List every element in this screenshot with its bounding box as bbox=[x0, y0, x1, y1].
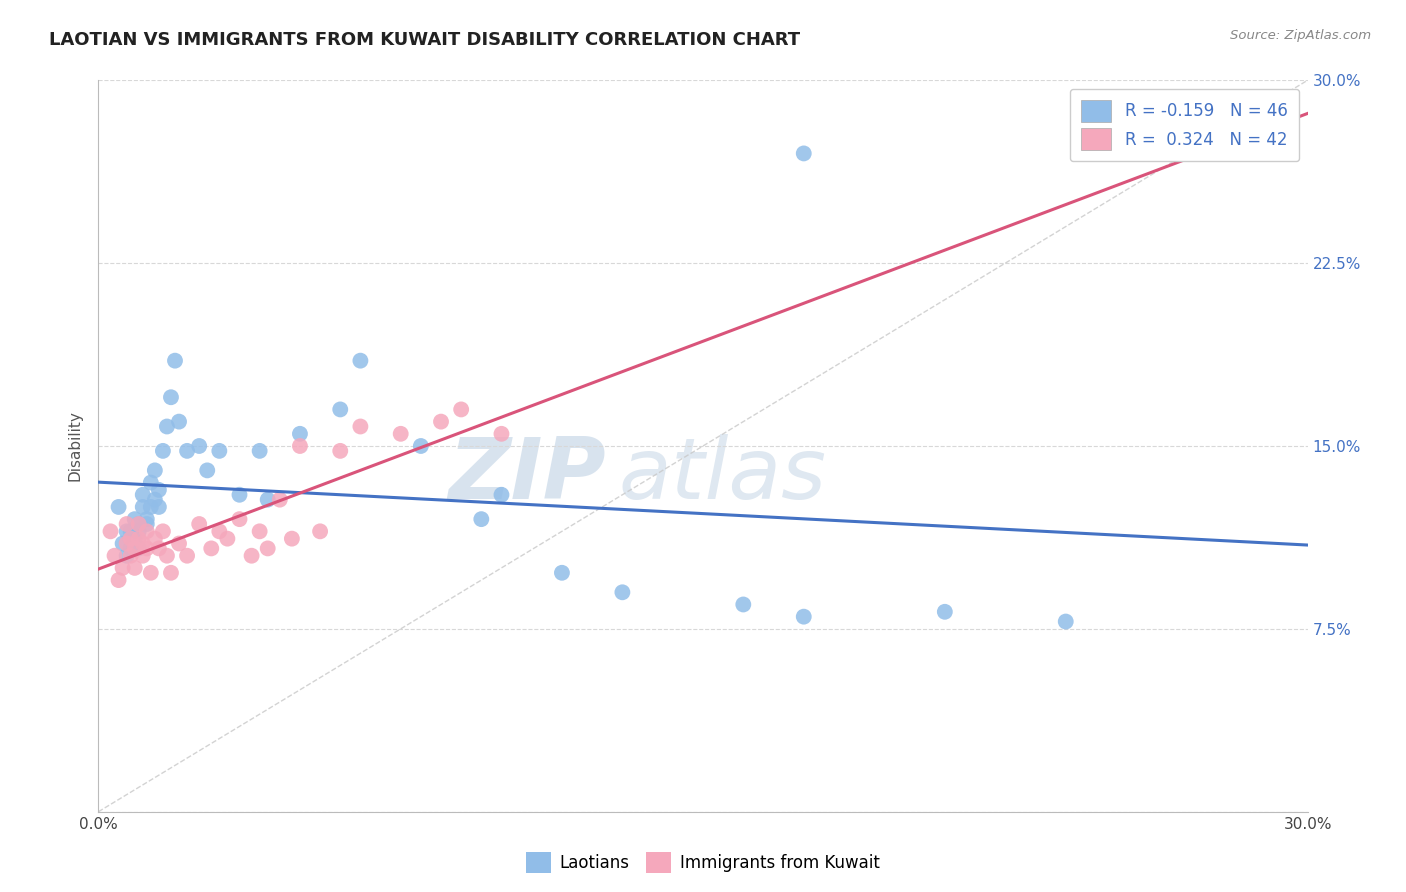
Point bbox=[128, 541, 150, 556]
Point bbox=[288, 439, 311, 453]
Point bbox=[128, 524, 150, 539]
Point bbox=[160, 390, 183, 404]
Legend: R = -0.159   N = 46, R =  0.324   N = 42: R = -0.159 N = 46, R = 0.324 N = 42 bbox=[1070, 88, 1299, 161]
Point bbox=[430, 415, 453, 429]
Point bbox=[132, 500, 155, 514]
Point bbox=[128, 516, 150, 531]
Point bbox=[349, 353, 371, 368]
Point bbox=[111, 561, 134, 575]
Point bbox=[148, 541, 170, 556]
Point bbox=[329, 443, 352, 458]
Point bbox=[160, 566, 183, 580]
Point bbox=[115, 524, 138, 539]
Point bbox=[148, 500, 170, 514]
Point bbox=[107, 500, 129, 514]
Point bbox=[100, 524, 122, 539]
Point bbox=[132, 488, 155, 502]
Point bbox=[208, 524, 231, 539]
Text: ZIP: ZIP bbox=[449, 434, 606, 516]
Point bbox=[409, 439, 432, 453]
Point bbox=[124, 561, 146, 575]
Point bbox=[132, 536, 155, 550]
Point bbox=[208, 443, 231, 458]
Point bbox=[389, 426, 412, 441]
Point bbox=[128, 516, 150, 531]
Point bbox=[143, 492, 166, 507]
Point bbox=[309, 524, 332, 539]
Point bbox=[135, 512, 157, 526]
Point bbox=[167, 536, 190, 550]
Point bbox=[934, 605, 956, 619]
Point bbox=[612, 585, 634, 599]
Point bbox=[124, 541, 146, 556]
Point bbox=[269, 492, 291, 507]
Point bbox=[135, 524, 157, 539]
Point bbox=[281, 532, 304, 546]
Point bbox=[470, 512, 492, 526]
Point bbox=[733, 598, 755, 612]
Point bbox=[176, 549, 198, 563]
Point bbox=[152, 524, 174, 539]
Point bbox=[120, 549, 142, 563]
Point bbox=[124, 532, 146, 546]
Point bbox=[128, 532, 150, 546]
Point bbox=[115, 516, 138, 531]
Point bbox=[156, 419, 179, 434]
Point bbox=[167, 415, 190, 429]
Text: Source: ZipAtlas.com: Source: ZipAtlas.com bbox=[1230, 29, 1371, 42]
Point bbox=[349, 419, 371, 434]
Legend: Laotians, Immigrants from Kuwait: Laotians, Immigrants from Kuwait bbox=[520, 846, 886, 880]
Text: atlas: atlas bbox=[619, 434, 827, 516]
Point bbox=[188, 516, 211, 531]
Point bbox=[249, 524, 271, 539]
Point bbox=[256, 541, 278, 556]
Point bbox=[148, 483, 170, 497]
Point bbox=[288, 426, 311, 441]
Point bbox=[195, 463, 218, 477]
Point bbox=[152, 443, 174, 458]
Point bbox=[143, 532, 166, 546]
Point bbox=[793, 146, 815, 161]
Y-axis label: Disability: Disability bbox=[67, 410, 83, 482]
Point bbox=[491, 488, 513, 502]
Point bbox=[103, 549, 125, 563]
Point bbox=[139, 566, 162, 580]
Point bbox=[120, 524, 142, 539]
Point bbox=[240, 549, 263, 563]
Point bbox=[1054, 615, 1077, 629]
Point bbox=[256, 492, 278, 507]
Point bbox=[200, 541, 222, 556]
Point bbox=[124, 512, 146, 526]
Point bbox=[107, 573, 129, 587]
Point bbox=[115, 536, 138, 550]
Point bbox=[135, 541, 157, 556]
Point bbox=[450, 402, 472, 417]
Point bbox=[163, 353, 186, 368]
Point bbox=[132, 549, 155, 563]
Point bbox=[176, 443, 198, 458]
Text: LAOTIAN VS IMMIGRANTS FROM KUWAIT DISABILITY CORRELATION CHART: LAOTIAN VS IMMIGRANTS FROM KUWAIT DISABI… bbox=[49, 31, 800, 49]
Point bbox=[139, 500, 162, 514]
Point bbox=[143, 463, 166, 477]
Point bbox=[228, 488, 250, 502]
Point bbox=[156, 549, 179, 563]
Point bbox=[135, 516, 157, 531]
Point bbox=[217, 532, 239, 546]
Point bbox=[139, 475, 162, 490]
Point bbox=[793, 609, 815, 624]
Point bbox=[120, 532, 142, 546]
Point bbox=[111, 536, 134, 550]
Point bbox=[551, 566, 574, 580]
Point bbox=[329, 402, 352, 417]
Point bbox=[120, 541, 142, 556]
Point bbox=[249, 443, 271, 458]
Point bbox=[115, 549, 138, 563]
Point bbox=[228, 512, 250, 526]
Point bbox=[188, 439, 211, 453]
Point bbox=[491, 426, 513, 441]
